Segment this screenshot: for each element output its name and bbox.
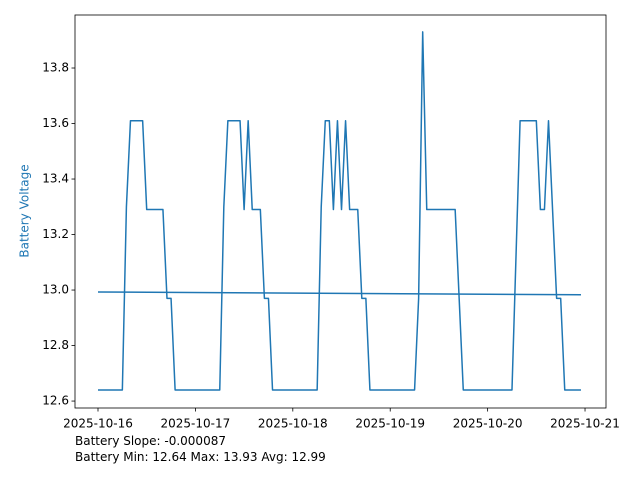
x-tick-label: 2025-10-17 <box>161 417 231 431</box>
y-axis-label: Battery Voltage <box>18 164 32 257</box>
annotation: Battery Min: 12.64 Max: 13.93 Avg: 12.99 <box>75 450 326 464</box>
data-line <box>98 31 581 391</box>
plot-frame <box>74 14 607 409</box>
x-tick-label: 2025-10-18 <box>258 417 328 431</box>
x-tick-label: 2025-10-20 <box>453 417 523 431</box>
y-tick-label: 13.0 <box>42 283 69 297</box>
annotation: Battery Slope: -0.000087 <box>75 434 226 448</box>
y-tick-label: 13.8 <box>42 61 69 75</box>
x-tick-label: 2025-10-16 <box>63 417 133 431</box>
y-tick-label: 13.4 <box>42 172 69 186</box>
x-tick-label: 2025-10-19 <box>355 417 425 431</box>
y-tick-label: 13.2 <box>42 227 69 241</box>
data-line <box>97 291 581 296</box>
y-tick-label: 12.6 <box>42 394 69 408</box>
x-tick-label: 2025-10-21 <box>550 417 620 431</box>
y-tick-label: 13.6 <box>42 116 69 130</box>
y-tick-label: 12.8 <box>42 338 69 352</box>
